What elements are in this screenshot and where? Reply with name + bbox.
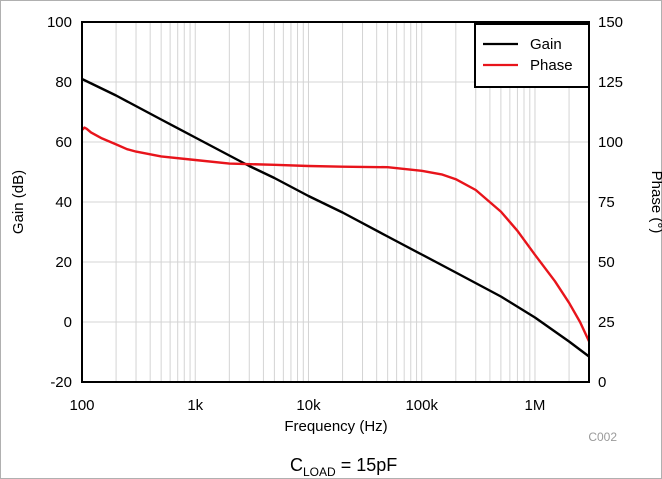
y2-tick-label: 25 [598,314,615,331]
y-tick-label: 20 [55,254,72,271]
y2-tick-label: 75 [598,194,615,211]
y-tick-label: 60 [55,134,72,151]
y-tick-label: -20 [50,374,72,391]
legend-label-phase: Phase [530,57,573,74]
y2-tick-label: 150 [598,14,623,31]
curves [81,77,591,358]
y2-axis-label: Phase (°) [648,171,662,234]
caption-subscript: LOAD [303,465,336,479]
grid [82,22,589,382]
legend-box [474,23,590,88]
y-tick-label: 100 [47,14,72,31]
y2-tick-label: 0 [598,374,606,391]
y2-tick-label: 125 [598,74,623,91]
y2-tick-label: 100 [598,134,623,151]
x-tick-label: 10k [296,397,321,414]
caption-suffix: = 15pF [336,455,398,475]
series-phase-line [81,126,591,342]
y-tick-label: 40 [55,194,72,211]
y-axis-label: Gain (dB) [10,170,27,234]
legend: Gain Phase [474,23,590,88]
x-tick-label: 100k [405,397,438,414]
series-gain-line [81,77,590,358]
caption-prefix: C [290,455,303,475]
x-tick-label: 1M [525,397,546,414]
caption: CLOAD = 15pF [290,455,397,479]
figure-code: C002 [588,430,617,444]
legend-label-gain: Gain [530,36,562,53]
x-tick-label: 1k [187,397,203,414]
y-tick-label: 0 [64,314,72,331]
x-axis-label: Frequency (Hz) [284,418,387,435]
tick-labels: 100 1k 10k 100k 1M -20 0 20 40 60 80 100 0 25 50 75 100 1… [47,14,623,414]
y2-tick-label: 50 [598,254,615,271]
x-tick-label: 100 [69,397,94,414]
plot-border [81,21,590,383]
y-tick-label: 80 [55,74,72,91]
